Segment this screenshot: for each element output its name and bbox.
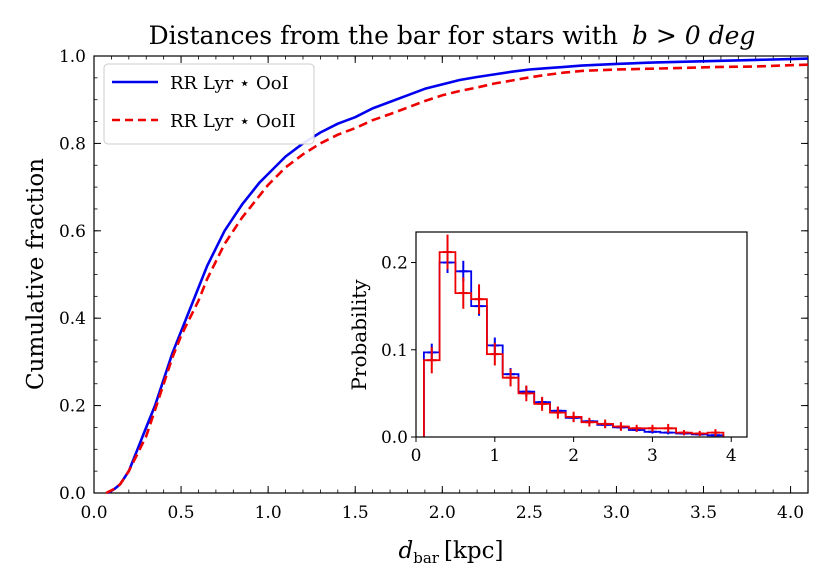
inset-axes-frame (415, 231, 748, 438)
cdf-line-ooii (105, 63, 809, 495)
chart-title-prefix: Distances from the bar for stars with (149, 21, 618, 50)
y-tick-label: 0.4 (59, 309, 86, 329)
x-axis-label-unit: [kpc] (444, 538, 504, 564)
legend-label-ooi: RR Lyr ⋆ OoI (170, 73, 289, 94)
x-tick-label: 2.5 (516, 503, 543, 523)
inset-x-tick-label: 2 (568, 446, 579, 466)
legend-box (103, 63, 315, 145)
x-tick-label: 1.5 (342, 503, 369, 523)
y-tick-label: 0.6 (59, 222, 86, 242)
inset-axis-ticks: 0 1 2 3 4 0.0 0.1 0.2 (381, 254, 737, 466)
x-tick-label: 2.0 (429, 503, 456, 523)
chart-title: Distances from the bar for stars with b … (149, 21, 756, 50)
main-axis-ticks: 0.0 0.5 1.0 1.5 2.0 2.5 3.0 3.5 4.0 0.0 0.2 0.4 0.6 0… (59, 47, 809, 523)
inset-background (416, 232, 747, 437)
inset-y-tick-label: 0.1 (381, 341, 408, 361)
inset-x-tick-label: 0 (411, 446, 422, 466)
x-tick-label: 3.5 (690, 503, 717, 523)
x-axis-label-sub: bar (413, 549, 440, 567)
inset-y-axis-label: Probability (347, 279, 371, 391)
y-tick-label: 1.0 (59, 47, 86, 67)
inset-chart: 0 1 2 3 4 0.0 0.1 0.2 Probability (347, 231, 748, 466)
y-tick-label: 0.2 (59, 397, 86, 417)
x-tick-label: 4.0 (777, 503, 804, 523)
inset-y-tick-label: 0.0 (381, 428, 408, 448)
y-axis-label: Cumulative fraction (23, 158, 49, 390)
cdf-line-ooi (107, 57, 809, 495)
x-tick-label: 0.5 (168, 503, 195, 523)
legend: RR Lyr ⋆ OoI RR Lyr ⋆ OoII (103, 63, 315, 145)
y-tick-label: 0.8 (59, 134, 86, 154)
inset-series-group (423, 234, 725, 437)
y-tick-label: 0.0 (59, 484, 86, 504)
inset-x-tick-label: 4 (726, 446, 737, 466)
x-axis-label-var: d (399, 538, 414, 564)
main-series-group (105, 57, 809, 495)
legend-label-ooii: RR Lyr ⋆ OoII (170, 111, 296, 132)
x-tick-label: 0.0 (80, 503, 107, 523)
chart-title-math: b > 0 deg (632, 21, 756, 50)
inset-x-tick-label: 3 (647, 446, 658, 466)
inset-y-tick-label: 0.2 (381, 254, 408, 274)
x-tick-label: 3.0 (603, 503, 630, 523)
inset-x-tick-label: 1 (489, 446, 500, 466)
x-axis-label: dbar [kpc] (399, 538, 504, 567)
x-tick-label: 1.0 (255, 503, 282, 523)
hist-step-ooii (423, 251, 725, 437)
